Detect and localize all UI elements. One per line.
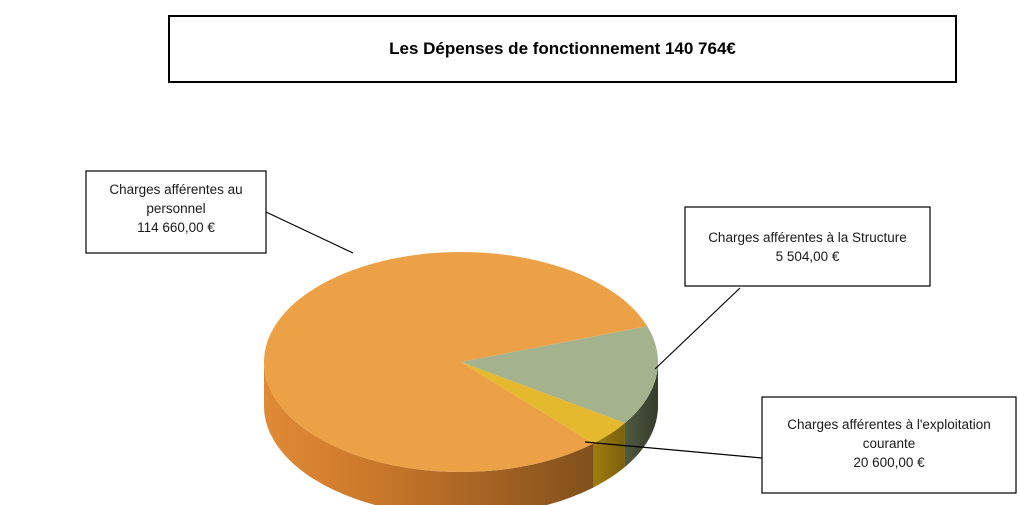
data-label: 20 600,00 € <box>853 455 925 470</box>
pie-slice-side <box>593 423 625 488</box>
pie-slice <box>461 326 659 424</box>
callout-box <box>85 170 267 254</box>
pie-slice-side <box>264 362 594 505</box>
data-label: Charges afférentes au <box>109 182 242 197</box>
pie-slice <box>461 362 625 444</box>
callout-leader-line <box>265 211 354 254</box>
callout-leader-line <box>584 441 763 459</box>
callout-box <box>761 396 1017 494</box>
data-label: Charges afférentes à l'exploitation <box>787 417 990 432</box>
callout-box <box>684 206 931 287</box>
callout-leader-line <box>654 287 741 370</box>
data-label: courante <box>863 436 916 451</box>
chart-title: Les Dépenses de fonctionnement 140 764€ <box>168 15 957 83</box>
data-label: 114 660,00 € <box>137 220 215 235</box>
data-label: 5 504,00 € <box>776 249 840 264</box>
data-label: Charges afférentes à la Structure <box>708 230 907 245</box>
pie-slice-side <box>624 362 658 468</box>
data-label: personnel <box>146 201 205 216</box>
pie-slice <box>264 252 648 473</box>
